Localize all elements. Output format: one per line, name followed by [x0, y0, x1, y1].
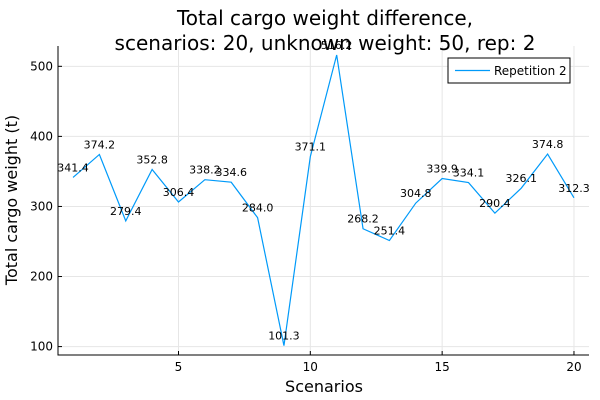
x-axis-label: Scenarios: [285, 377, 363, 396]
data-label-12: 268.2: [347, 213, 379, 226]
y-tick-label-4: 500: [30, 59, 53, 73]
data-label-3: 279.4: [110, 205, 142, 218]
x-tick-label-0: 5: [175, 360, 183, 374]
data-label-6: 338.2: [189, 164, 221, 177]
series-line-repetition-2: [72, 54, 575, 346]
data-label-13: 251.4: [374, 225, 406, 238]
data-label-2: 374.2: [84, 138, 116, 151]
data-label-10: 371.1: [295, 141, 327, 154]
ticks: 5 10 15 20 100 200 300 400 500: [30, 59, 582, 374]
data-label-9: 101.3: [268, 330, 300, 343]
data-label-19: 374.8: [532, 138, 564, 151]
data-label-7: 334.6: [215, 166, 247, 179]
x-tick-label-3: 20: [566, 360, 581, 374]
axis-spines: [57, 46, 589, 356]
data-label-17: 290.4: [479, 197, 511, 210]
y-tick-label-2: 300: [30, 199, 53, 213]
data-label-5: 306.4: [163, 186, 195, 199]
legend: Repetition 2: [447, 57, 571, 84]
chart-title-line-1: Total cargo weight difference,: [176, 6, 473, 30]
data-label-18: 326.1: [505, 172, 537, 185]
data-label-15: 339.9: [426, 162, 458, 175]
data-label-14: 304.8: [400, 187, 432, 200]
data-label-16: 334.1: [453, 167, 485, 180]
data-label-11: 516.2: [321, 39, 353, 52]
x-tick-label-1: 10: [303, 360, 318, 374]
y-tick-label-3: 400: [30, 129, 53, 143]
data-label-1: 341.4: [57, 161, 89, 174]
data-label-8: 284.0: [242, 202, 274, 215]
chart-title-line-2: scenarios: 20, unknown weight: 50, rep: …: [115, 31, 536, 55]
x-tick-label-2: 15: [435, 360, 450, 374]
y-tick-label-0: 100: [30, 340, 53, 354]
y-axis-label: Total cargo weight (t): [2, 115, 21, 286]
y-tick-label-1: 200: [30, 270, 53, 284]
data-label-4: 352.8: [136, 153, 168, 166]
legend-entry-label: Repetition 2: [494, 64, 567, 78]
data-label-20: 312.3: [558, 182, 590, 195]
